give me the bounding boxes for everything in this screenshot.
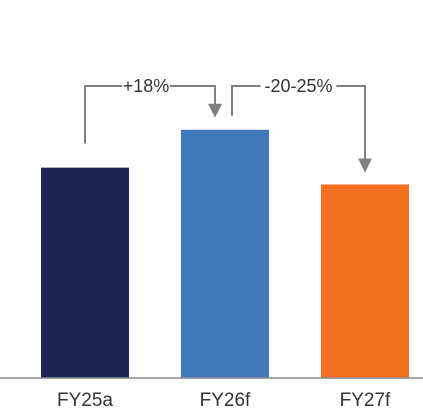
annotation-label-2: -20-25% bbox=[264, 76, 332, 96]
annotation-bracket-right-1 bbox=[169, 85, 216, 106]
x-tick-label-fy27f: FY27f bbox=[340, 390, 391, 411]
bar-fy25a bbox=[41, 167, 129, 378]
annotation-bracket-right-2 bbox=[336, 85, 366, 161]
annotation-label-1: +18% bbox=[123, 76, 170, 96]
bar-fy27f bbox=[321, 184, 409, 378]
change-annotations: +18% -20-25% bbox=[84, 76, 372, 173]
annotation-arrowhead-2 bbox=[358, 158, 372, 173]
annotation-bracket-left-1 bbox=[84, 85, 123, 144]
bars bbox=[41, 129, 409, 378]
annotation-arrowhead-1 bbox=[208, 103, 222, 118]
x-tick-label-fy25a: FY25a bbox=[57, 390, 113, 411]
bar-fy26f bbox=[181, 129, 269, 378]
annotation-bracket-left-2 bbox=[231, 85, 261, 116]
x-tick-labels: FY25a FY26f FY27f bbox=[57, 390, 391, 411]
x-tick-label-fy26f: FY26f bbox=[200, 390, 251, 411]
